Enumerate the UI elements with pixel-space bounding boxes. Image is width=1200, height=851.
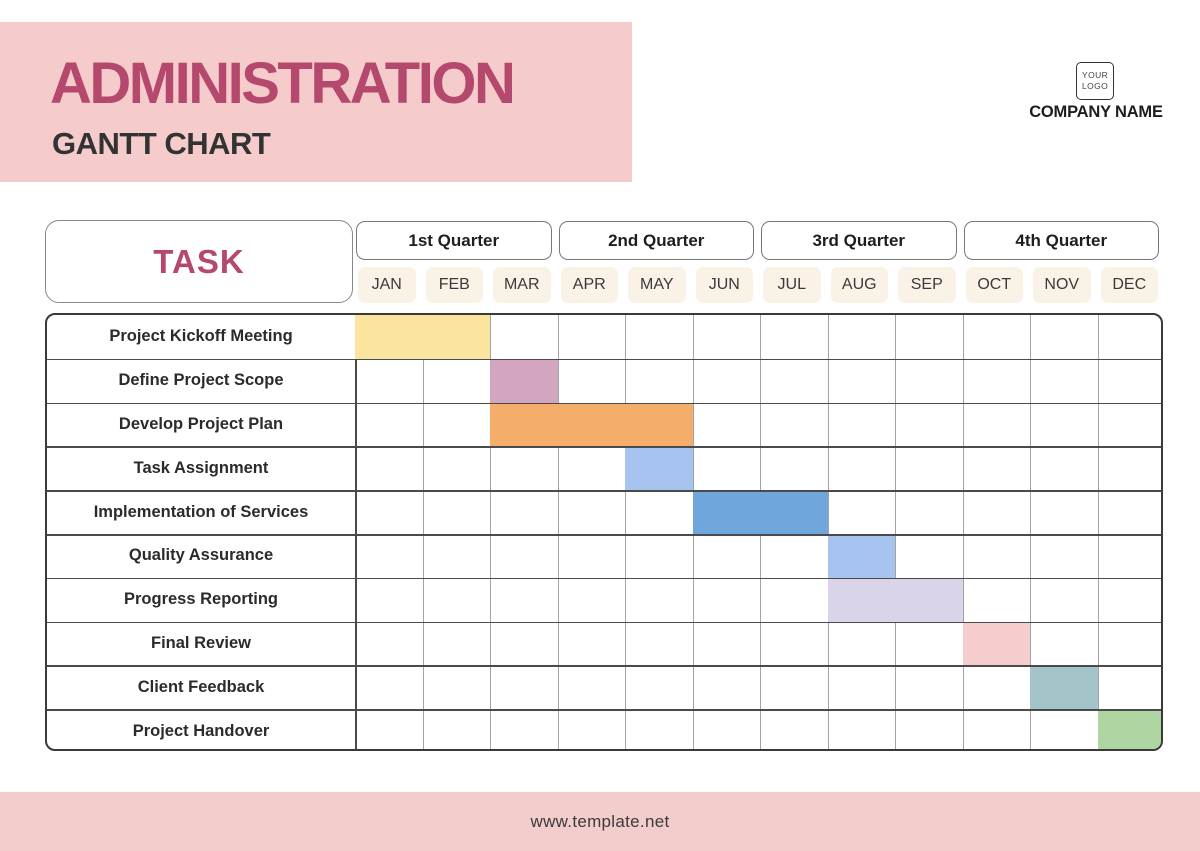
gantt-bar-define-project-scope [490, 358, 558, 403]
company-name: COMPANY NAME [1029, 103, 1163, 121]
month-label-dec: DEC [1100, 267, 1158, 303]
month-label-may: MAY [628, 267, 686, 303]
months-row: JAN FEB MAR APR MAY JUN JUL AUG SEP OCT NOV DEC [353, 267, 1163, 303]
quarters-row: 1st Quarter 2nd Quarter 3rd Quarter 4th Qua… [353, 221, 1163, 260]
gantt-bar-project-kickoff-meeting [355, 315, 490, 359]
month-label-mar: MAR [493, 267, 551, 303]
page-subtitle: GANTT CHART [52, 126, 271, 161]
grid-column-line [962, 315, 964, 749]
logo-text-line2: LOGO [1082, 81, 1109, 91]
task-label-task-assignment: Task Assignment [133, 458, 269, 477]
grid-task-divider-line [355, 315, 357, 749]
grid-column-line [827, 315, 829, 749]
gantt-grid: Project Kickoff Meeting Define Project Sc… [45, 313, 1163, 751]
gantt-bar-quality-assurance [827, 534, 895, 578]
month-label-apr: APR [560, 267, 618, 303]
gantt-bar-implementation-of-services [692, 490, 828, 534]
task-header-label: TASK [153, 242, 245, 280]
grid-row-line [47, 534, 1161, 536]
quarter-header-3rd-quarter: 3rd Quarter [761, 221, 957, 260]
task-label-client-feedback: Client Feedback [137, 677, 265, 696]
grid-column-line [557, 315, 559, 749]
gantt-bar-develop-project-plan [490, 402, 693, 447]
quarter-header-2nd-quarter: 2nd Quarter [558, 221, 754, 260]
task-label-project-kickoff-meeting: Project Kickoff Meeting [109, 327, 293, 346]
task-label-define-project-scope: Define Project Scope [118, 371, 284, 390]
grid-row-line [47, 709, 1161, 711]
grid-column-line [1097, 315, 1099, 749]
footer-url: www.template.net [530, 811, 670, 831]
month-label-jul: JUL [763, 267, 821, 303]
month-label-feb: FEB [425, 267, 483, 303]
gantt-bar-final-review [962, 621, 1030, 666]
footer-banner: www.template.net [0, 792, 1200, 851]
gantt-bar-client-feedback [1030, 665, 1098, 710]
month-label-sep: SEP [898, 267, 956, 303]
gantt-bar-project-handover [1097, 709, 1161, 749]
task-label-implementation-of-services: Implementation of Services [93, 502, 309, 521]
grid-row-line [47, 621, 1161, 624]
month-label-oct: OCT [965, 267, 1023, 303]
logo-text-line1: YOUR [1082, 70, 1109, 81]
grid-column-line [490, 315, 491, 749]
header-banner: ADMINISTRATION GANTT CHART [0, 22, 632, 182]
grid-row-line [47, 358, 1161, 361]
task-label-develop-project-plan: Develop Project Plan [118, 414, 284, 433]
grid-column-line [1030, 315, 1031, 749]
grid-row-line [47, 665, 1161, 667]
task-label-progress-reporting: Progress Reporting [123, 590, 279, 609]
grid-row-line [47, 490, 1161, 492]
month-label-jan: JAN [358, 267, 416, 303]
quarter-header-4th-quarter: 4th Quarter [963, 221, 1159, 260]
logo-placeholder: YOUR LOGO [1076, 62, 1114, 100]
task-label-project-handover: Project Handover [132, 721, 270, 740]
grid-column-line [895, 315, 896, 749]
month-label-aug: AUG [830, 267, 888, 303]
grid-column-line [422, 315, 424, 749]
page-title: ADMINISTRATION [50, 51, 516, 116]
month-label-jun: JUN [695, 267, 753, 303]
task-label-final-review: Final Review [151, 633, 251, 652]
grid-row-line [47, 402, 1161, 405]
task-header-box: TASK [45, 220, 353, 303]
quarter-header-1st-quarter: 1st Quarter [356, 221, 552, 260]
grid-column-line [625, 315, 626, 749]
gantt-bar-progress-reporting [827, 577, 963, 622]
gantt-bar-task-assignment [625, 446, 693, 491]
task-label-quality-assurance: Quality Assurance [128, 546, 274, 565]
grid-row-line [47, 577, 1161, 580]
grid-row-line [47, 446, 1161, 448]
month-label-nov: NOV [1033, 267, 1091, 303]
